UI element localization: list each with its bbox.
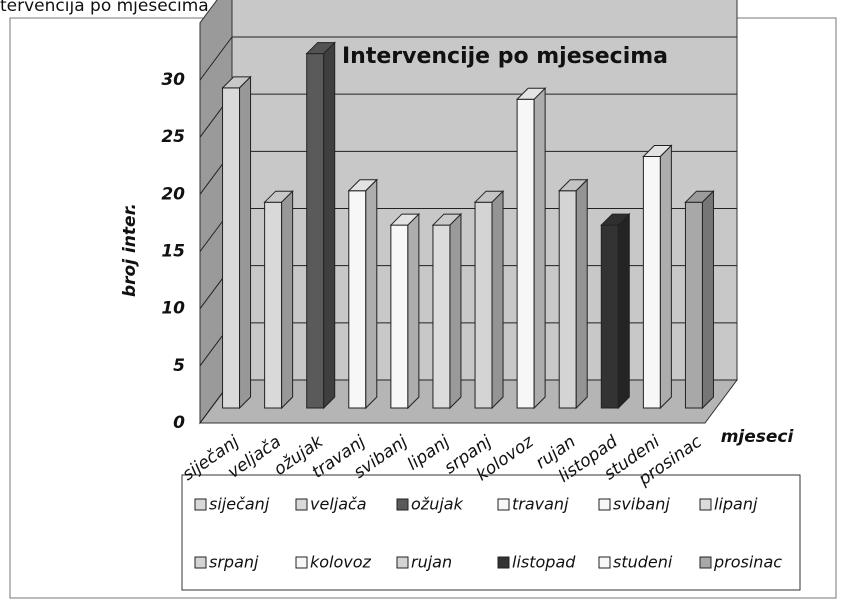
y-tick-label: 5 <box>173 356 185 376</box>
bar-front <box>264 201 283 409</box>
grid-line-side <box>199 36 233 81</box>
bar-front <box>642 155 661 409</box>
legend-swatch <box>699 556 712 569</box>
bar-front <box>390 224 409 409</box>
legend-label: veljača <box>310 495 367 514</box>
bar-front <box>558 190 577 409</box>
bar-side <box>701 189 714 410</box>
y-tick-label: 30 <box>161 70 185 90</box>
legend-label: svibanj <box>613 495 670 514</box>
bar <box>305 41 336 410</box>
bar <box>221 75 252 410</box>
bar <box>263 189 294 410</box>
bar <box>558 178 589 410</box>
legend-swatch <box>396 556 409 569</box>
bar-front <box>600 224 619 409</box>
legend-swatch <box>497 556 510 569</box>
bar <box>347 178 378 410</box>
legend-label: lipanj <box>714 495 758 514</box>
legend-label: srpanj <box>209 553 259 572</box>
legend-label: kolovoz <box>310 553 372 572</box>
bar-front <box>306 53 325 409</box>
legend-swatch <box>497 498 510 511</box>
bar-front <box>684 201 703 409</box>
legend-swatch <box>295 556 308 569</box>
bar-side <box>239 75 252 410</box>
legend-swatch <box>396 498 409 511</box>
y-tick-label: 20 <box>161 184 185 204</box>
bar-side <box>491 189 504 410</box>
legend-swatch <box>598 556 611 569</box>
legend-label: siječanj <box>209 495 270 514</box>
bar-side <box>323 41 336 410</box>
y-tick-label: 0 <box>173 413 185 433</box>
y-tick-label: 25 <box>161 127 185 147</box>
bar-side <box>659 144 672 410</box>
legend-swatch <box>598 498 611 511</box>
bar <box>431 212 463 410</box>
bar <box>684 189 715 410</box>
legend-label: travanj <box>512 495 569 514</box>
legend-swatch <box>194 556 207 569</box>
legend-label: studeni <box>613 553 673 572</box>
legend-label: listopad <box>512 553 576 572</box>
legend-label: rujan <box>411 553 452 572</box>
bar-side <box>365 178 378 410</box>
y-axis-title: broj inter. <box>120 203 140 297</box>
legend-box <box>181 474 801 591</box>
bar-front <box>516 98 535 409</box>
bar <box>473 189 505 410</box>
y-tick-label: 10 <box>161 299 185 319</box>
bar <box>642 144 673 410</box>
chart-title: Intervencije po mjesecima <box>342 44 668 69</box>
bar-front <box>432 224 451 409</box>
legend-swatch <box>295 498 308 511</box>
bar-side <box>281 189 294 410</box>
bar-side <box>617 212 630 410</box>
bar-front <box>348 190 367 409</box>
bar-side <box>533 87 546 410</box>
y-tick-label: 15 <box>161 242 185 262</box>
bar-front <box>222 87 241 409</box>
x-axis-title: mjeseci <box>721 427 795 447</box>
bar <box>389 212 421 410</box>
bar-side <box>407 212 420 410</box>
legend-swatch <box>194 498 207 511</box>
legend-swatch <box>699 498 712 511</box>
legend-label: ožujak <box>411 495 464 514</box>
bar <box>600 212 631 410</box>
bar-front <box>474 201 493 409</box>
bar-side <box>449 212 462 410</box>
bar <box>515 87 547 410</box>
legend-label: prosinac <box>713 553 782 572</box>
bar-side <box>575 178 588 410</box>
